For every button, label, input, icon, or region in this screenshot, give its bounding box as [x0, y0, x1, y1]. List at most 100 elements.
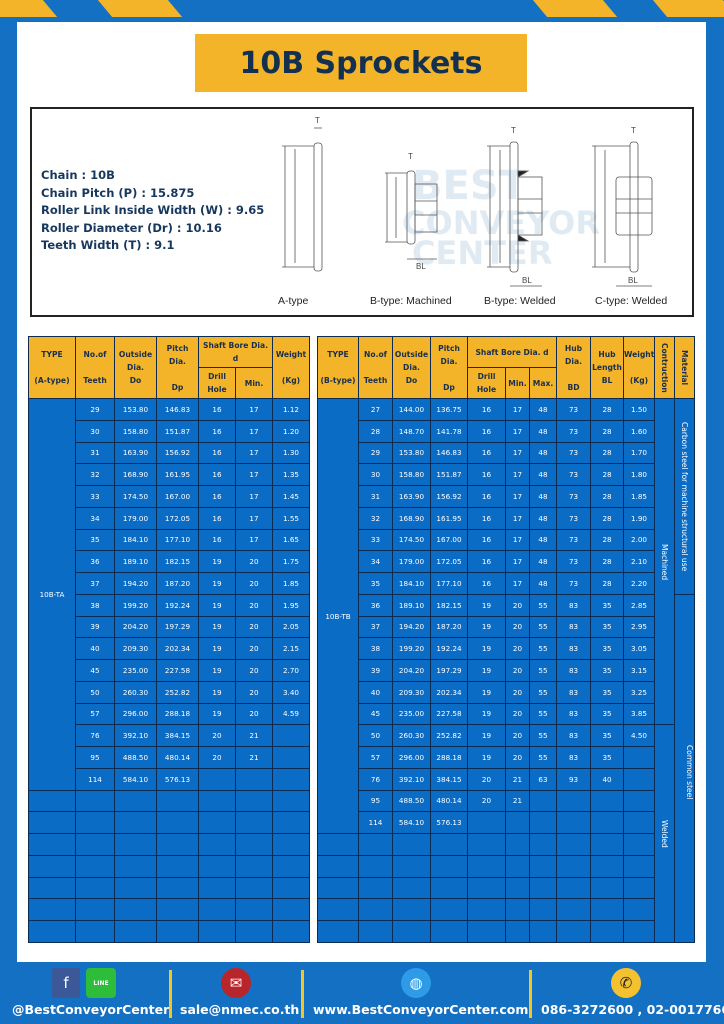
table-cell: 73 — [556, 441, 592, 465]
empty-cell — [272, 833, 310, 856]
table-cell: 17 — [505, 506, 530, 530]
table-cell: 16 — [467, 398, 506, 421]
table-cell: 146.83 — [430, 441, 468, 465]
table-cell — [623, 767, 656, 791]
table-cell: 95 — [358, 789, 393, 813]
header-drill-hole: Drill Hole — [467, 367, 506, 399]
table-cell: 3.15 — [623, 659, 656, 682]
empty-cell — [235, 811, 273, 834]
spec-chain: Chain : 10B — [41, 168, 115, 182]
email-link[interactable]: sale@nmec.co.th — [180, 1002, 300, 1017]
caption-b-machined: B-type: Machined — [370, 295, 452, 307]
empty-cell — [198, 898, 236, 921]
table-cell: 83 — [556, 615, 592, 639]
table-cell: 184.10 — [114, 528, 157, 552]
table-cell: 30 — [358, 463, 393, 486]
line-icon[interactable]: LINE — [86, 968, 116, 998]
table-cell: 28 — [590, 485, 625, 508]
table-cell: 187.20 — [430, 615, 468, 639]
table-cell: 73 — [556, 506, 592, 530]
table-cell: 20 — [505, 724, 530, 747]
table-cell — [272, 746, 310, 769]
material-common-steel: Common steel — [674, 593, 696, 943]
table-row: 32 168.90 161.95 16 17 1.35 — [29, 463, 310, 486]
c-type-welded-drawing — [592, 141, 653, 287]
table-cell: 2.85 — [623, 593, 656, 617]
table-row: 28 148.70 141.78 16 17 48 73 28 1.60 — [318, 419, 695, 443]
table-cell: 57 — [358, 746, 393, 769]
table-cell: 21 — [505, 789, 530, 813]
header-outside-dia: Outside Dia. Do — [392, 336, 431, 399]
table-row — [28, 789, 310, 813]
table-cell: 35 — [590, 680, 625, 704]
empty-cell — [114, 811, 157, 834]
table-cell: 20 — [235, 702, 273, 726]
a-type-drawing — [282, 127, 323, 272]
table-row: 37 194.20 187.20 19 20 55 83 35 2.95 — [318, 615, 695, 639]
table-cell: 28 — [590, 550, 625, 573]
empty-cell — [358, 920, 393, 943]
table-cell: 76 — [358, 767, 393, 791]
table-cell: 29 — [75, 398, 115, 421]
table-cell: 227.58 — [430, 702, 468, 726]
website-link[interactable]: www.BestConveyorCenter.com — [313, 1002, 529, 1017]
table-cell: 151.87 — [156, 419, 199, 443]
table-row: 95 488.50 480.14 20 21 — [318, 789, 695, 813]
table-cell: 1.45 — [272, 485, 310, 508]
empty-cell — [317, 833, 359, 856]
table-cell: 55 — [528, 724, 558, 747]
table-cell: 20 — [198, 724, 236, 747]
table-cell: 55 — [528, 615, 558, 639]
phone-numbers[interactable]: 086-3272600 , 02-0017766 — [541, 1002, 724, 1017]
table-cell: 194.20 — [392, 615, 431, 639]
table-cell: 34 — [358, 550, 393, 573]
table-cell: 73 — [556, 485, 592, 508]
empty-cell — [198, 876, 236, 900]
social-handle[interactable]: @BestConveyorCenter — [12, 1002, 170, 1017]
facebook-icon[interactable]: f — [52, 968, 80, 998]
table-row: 76 392.10 384.15 20 21 — [29, 724, 310, 747]
table-cell: 55 — [528, 637, 558, 660]
empty-cell — [556, 833, 592, 856]
empty-cell — [358, 876, 393, 900]
table-cell: 20 — [467, 789, 506, 813]
table-cell: 63 — [528, 767, 558, 791]
table-cell: 182.15 — [156, 550, 199, 573]
table-cell: 20 — [235, 615, 273, 639]
table-cell: 55 — [528, 593, 558, 617]
table-cell: 50 — [358, 724, 393, 747]
empty-cell — [272, 811, 310, 834]
table-cell: 29 — [358, 441, 393, 465]
empty-cell — [528, 920, 558, 943]
decor-stripe — [0, 0, 58, 17]
empty-cell — [430, 854, 468, 878]
empty-cell — [28, 876, 76, 900]
table-cell: 1.35 — [272, 463, 310, 486]
table-cell: 392.10 — [114, 724, 157, 747]
table-cell: 584.10 — [114, 767, 157, 791]
empty-cell — [317, 876, 359, 900]
table-cell: 161.95 — [430, 506, 468, 530]
table-cell: 177.10 — [430, 572, 468, 595]
table-cell — [528, 789, 558, 813]
table-cell: 16 — [198, 528, 236, 552]
table-cell: 480.14 — [430, 789, 468, 813]
table-cell: 93 — [556, 767, 592, 791]
table-cell: 20 — [235, 572, 273, 595]
table-cell: 204.20 — [114, 615, 157, 639]
empty-cell — [467, 920, 506, 943]
table-cell: 73 — [556, 419, 592, 443]
header-max: Max. — [528, 367, 558, 399]
table-cell: 48 — [528, 506, 558, 530]
header-shaft-bore: Shaft Bore Dia. d — [466, 336, 558, 368]
b-type-welded-drawing — [487, 141, 543, 287]
empty-cell — [528, 833, 558, 856]
empty-cell — [75, 876, 115, 900]
table-cell: 488.50 — [392, 789, 431, 813]
table-cell: 172.05 — [156, 506, 199, 530]
empty-cell — [156, 811, 199, 834]
table-cell: 296.00 — [392, 746, 431, 769]
table-cell: 35 — [590, 746, 625, 769]
empty-cell — [156, 833, 199, 856]
table-cell: 163.90 — [392, 485, 431, 508]
